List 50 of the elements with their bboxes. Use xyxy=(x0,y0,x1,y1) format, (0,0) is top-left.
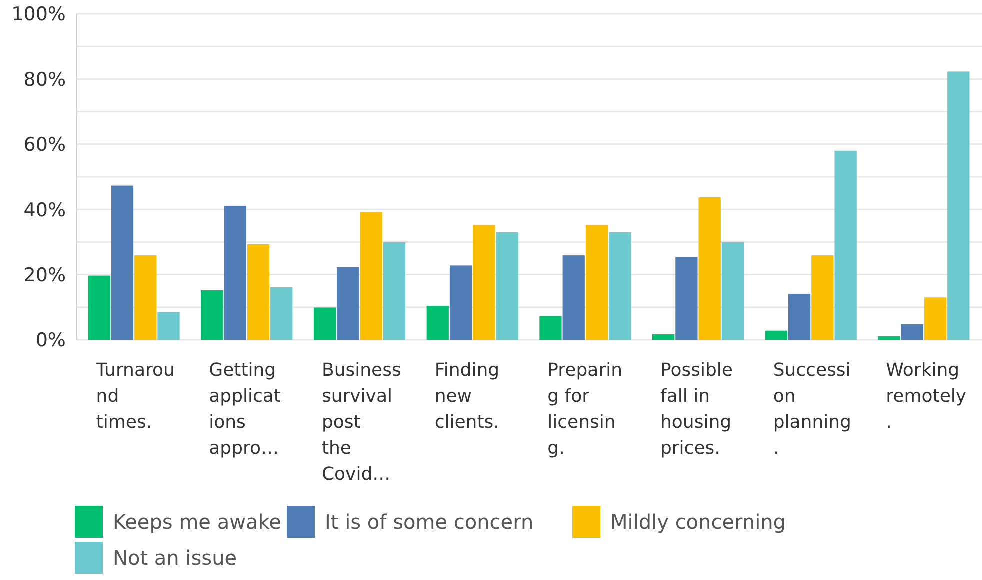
x-tick-label: Turnaround times. xyxy=(95,360,175,433)
bar xyxy=(948,72,970,340)
bar xyxy=(562,256,585,340)
bar xyxy=(383,242,406,340)
bar xyxy=(247,244,270,340)
bar xyxy=(812,256,834,340)
bar xyxy=(360,212,382,340)
bar xyxy=(901,324,924,340)
bar xyxy=(224,206,246,340)
bar xyxy=(270,288,293,340)
legend-label: It is of some concern xyxy=(325,510,534,534)
bar xyxy=(586,225,608,340)
x-tick-label: Working remotely. xyxy=(886,360,967,433)
bar xyxy=(722,242,744,340)
y-tick-label: 40% xyxy=(24,199,66,222)
bar xyxy=(878,336,900,340)
bar xyxy=(158,312,180,340)
y-tick-label: 80% xyxy=(24,68,66,91)
bar xyxy=(924,298,947,340)
bar xyxy=(788,294,811,340)
bar xyxy=(609,232,632,340)
x-tick-label: Possible fall in housing prices. xyxy=(660,360,733,459)
bar xyxy=(337,267,360,340)
y-tick-label: 100% xyxy=(12,4,66,26)
bar xyxy=(450,266,472,340)
x-tick-label: Business survival post the Covid… xyxy=(322,360,402,485)
y-tick-label: 0% xyxy=(36,330,66,352)
x-tick-label: Finding new clients. xyxy=(434,360,500,433)
bar xyxy=(314,308,336,340)
bar xyxy=(88,276,110,340)
x-tick-label: Preparing for licensing. xyxy=(548,360,623,459)
bar xyxy=(676,257,698,340)
bar xyxy=(134,256,157,340)
y-tick-label: 60% xyxy=(24,134,66,156)
x-tick-label: Succession planning. xyxy=(773,360,852,459)
bar xyxy=(473,225,496,340)
bar xyxy=(111,186,134,340)
bar xyxy=(652,334,675,340)
legend-label: Mildly concerning xyxy=(610,510,786,534)
legend-label: Keeps me awake xyxy=(113,510,282,534)
legend-label: Not an issue xyxy=(113,546,238,570)
bar xyxy=(540,316,562,340)
bar xyxy=(201,290,224,340)
x-tick-label: Getting applications appro… xyxy=(209,360,281,459)
y-tick-label: 20% xyxy=(24,264,66,286)
bar xyxy=(698,198,721,340)
bar xyxy=(496,232,518,340)
bar xyxy=(765,330,788,340)
bar xyxy=(834,150,857,340)
bar xyxy=(426,306,449,340)
